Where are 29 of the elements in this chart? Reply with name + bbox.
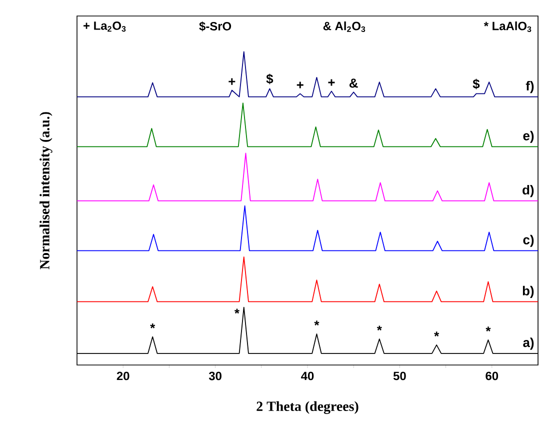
text: + La$_{2}$O$_{3}$ — [84, 21, 126, 32]
annotation: * — [314, 320, 320, 326]
series-label: b) — [522, 286, 534, 298]
x-tick-label: 40 — [301, 372, 314, 380]
series-label: f) — [526, 81, 534, 94]
annotation: + — [228, 78, 236, 85]
annotation: $ — [266, 74, 274, 84]
annotation: * — [486, 326, 491, 332]
series-label: c) — [523, 234, 534, 247]
annotation: * — [150, 324, 156, 328]
x-axis-title: 2 Theta (degrees) — [256, 401, 358, 414]
series-label: d) — [522, 185, 534, 198]
x-tick-label: 60 — [486, 372, 498, 380]
text: * LaAlO$_{3}$ — [484, 21, 532, 32]
annotation: * — [434, 332, 440, 336]
annotation: + — [328, 79, 335, 86]
annotation: * — [234, 308, 240, 314]
x-tick-label: 30 — [208, 372, 222, 380]
x-tick-label: 50 — [393, 372, 406, 380]
x-tick-label: 20 — [116, 372, 130, 380]
series-label: e) — [523, 130, 534, 143]
text: $-SrO — [199, 21, 232, 32]
text: & Al$_{2}$O$_{3}$ — [323, 21, 366, 32]
annotation: $ — [472, 78, 480, 90]
annotation: & — [349, 78, 358, 88]
y-axis-title: Normalised intensity (a.u.) — [40, 112, 52, 270]
annotation: + — [296, 82, 304, 88]
series-label: a) — [523, 338, 534, 350]
annotation: * — [376, 326, 382, 331]
